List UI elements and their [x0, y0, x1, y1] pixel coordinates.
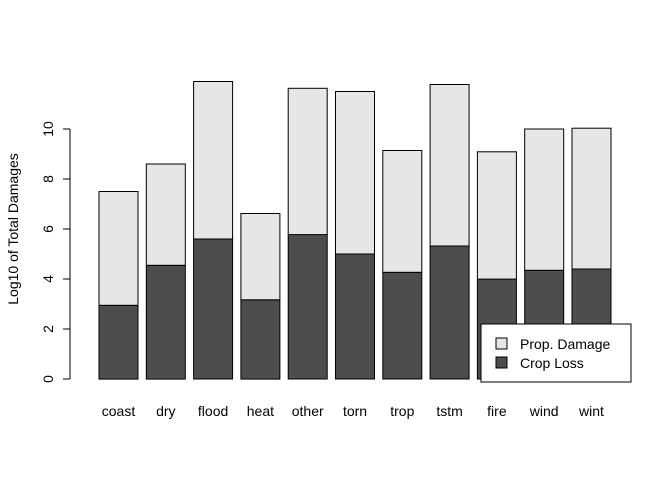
bar-crop-loss-torn: [335, 253, 375, 380]
y-tick-label-2: 2: [40, 325, 56, 333]
legend-label-prop-damage: Prop. Damage: [520, 336, 610, 352]
x-axis-labels: coast dry flood heat other torn trop tstm fire wi…: [102, 403, 604, 419]
y-tick-label-0: 0: [40, 375, 56, 383]
y-tick-label-4: 4: [40, 275, 56, 283]
y-axis: 0 2 4 6 8 10: [40, 121, 71, 383]
bar-crop-loss-tstm: [429, 245, 470, 380]
legend-label-crop-loss: Crop Loss: [520, 355, 584, 371]
y-axis-title: Log10 of Total Damages: [5, 153, 21, 305]
bar-prop-damage-other: [287, 87, 328, 236]
category-label-fire: fire: [487, 403, 507, 419]
bar-crop-loss-heat: [240, 299, 281, 380]
bar-prop-damage-heat: [240, 213, 281, 301]
bar-crop-loss-coast: [98, 304, 139, 380]
y-tick-label-8: 8: [40, 175, 56, 183]
legend: Prop. Damage Crop Loss: [480, 323, 632, 383]
bar-crop-loss-dry: [145, 264, 186, 380]
legend-box: [480, 323, 632, 383]
category-label-wind: wind: [529, 403, 559, 419]
bar-group: [98, 81, 612, 380]
legend-swatch-prop-damage: [495, 337, 508, 350]
bar-prop-damage-coast: [98, 191, 139, 306]
bar-crop-loss-other: [287, 234, 328, 380]
category-label-wint: wint: [578, 403, 604, 419]
bar-crop-loss-flood: [193, 238, 234, 380]
category-label-flood: flood: [198, 403, 228, 419]
category-label-torn: torn: [343, 403, 367, 419]
bar-prop-damage-torn: [335, 91, 375, 255]
bar-prop-damage-wind: [524, 128, 565, 271]
category-label-trop: trop: [390, 403, 414, 419]
y-tick-label-6: 6: [40, 225, 56, 233]
legend-swatch-crop-loss: [495, 356, 508, 369]
bar-crop-loss-trop: [382, 271, 423, 380]
category-label-coast: coast: [102, 403, 136, 419]
y-tick-label-10: 10: [40, 121, 56, 137]
bar-prop-damage-flood: [193, 81, 234, 240]
category-label-dry: dry: [156, 403, 175, 419]
category-label-heat: heat: [247, 403, 274, 419]
category-label-other: other: [292, 403, 324, 419]
category-label-tstm: tstm: [436, 403, 462, 419]
bar-prop-damage-fire: [476, 151, 517, 280]
bar-prop-damage-tstm: [429, 84, 470, 247]
bar-prop-damage-dry: [145, 163, 186, 266]
bar-prop-damage-wint: [571, 127, 612, 270]
bar-prop-damage-trop: [382, 150, 423, 273]
